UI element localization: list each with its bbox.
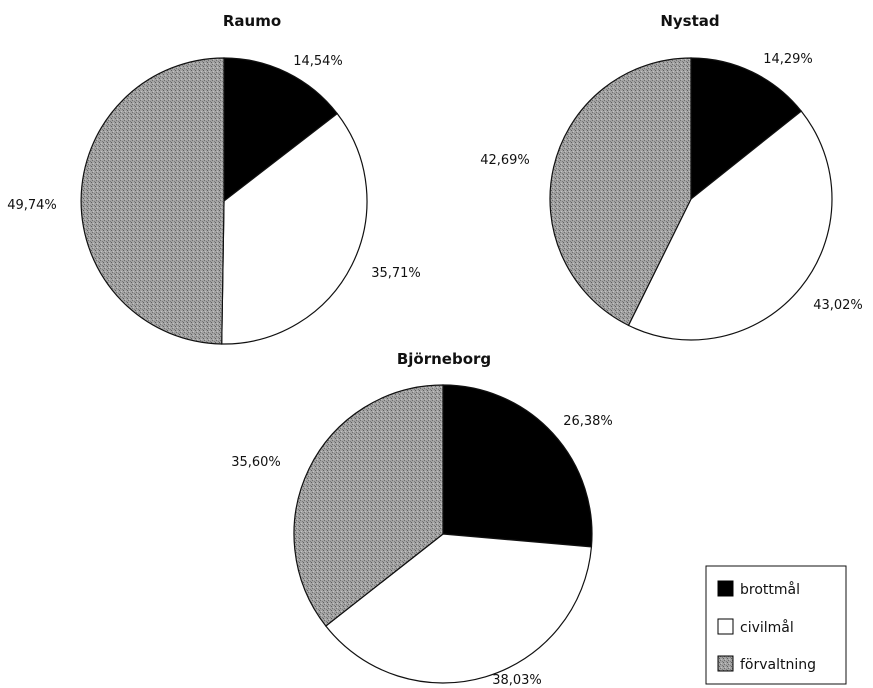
pie-label-nystad-civilmal: 43,02%: [813, 298, 863, 313]
legend-swatch-civilmal: [717, 618, 734, 635]
pie-slice-raumo-forvaltning: [80, 57, 225, 345]
pie-slice-nystad-brottmal: [690, 57, 803, 201]
legend-label-civilmal: civilmål: [740, 619, 794, 636]
pie-raumo: Raumo 14,54% 35,71% 49,74%: [7, 12, 421, 345]
pie-slice-bjorneborg-civilmal: [324, 533, 593, 684]
pie-slice-bjorneborg-brottmal: [442, 384, 593, 548]
pie-bjorneborg: Björneborg 26,38% 38,03% 35,60%: [231, 350, 613, 688]
pie-label-bjorneborg-civilmal: 38,03%: [492, 673, 542, 688]
pie-slice-raumo-civilmal: [221, 112, 368, 345]
pie-title-bjorneborg: Björneborg: [397, 350, 491, 368]
legend-label-forvaltning: förvaltning: [740, 657, 816, 673]
pie-title-raumo: Raumo: [223, 12, 281, 30]
pie-label-bjorneborg-forvaltning: 35,60%: [231, 455, 281, 470]
pie-label-bjorneborg-brottmal: 26,38%: [563, 414, 613, 429]
pie-label-raumo-civilmal: 35,71%: [371, 266, 421, 281]
pie-slice-nystad-forvaltning: [549, 57, 692, 327]
legend-item-civilmal: civilmål: [717, 618, 794, 636]
pie-label-nystad-forvaltning: 42,69%: [480, 153, 530, 168]
legend-item-brottmal: brottmål: [717, 580, 800, 598]
legend-swatch-forvaltning: [717, 655, 734, 672]
pie-label-raumo-forvaltning: 49,74%: [7, 198, 57, 213]
pie-label-nystad-brottmal: 14,29%: [763, 52, 813, 67]
pie-slice-nystad-civilmal: [627, 110, 833, 341]
pie-title-nystad: Nystad: [660, 12, 719, 30]
pie-label-raumo-brottmal: 14,54%: [293, 54, 343, 69]
legend-swatch-brottmal: [717, 580, 734, 597]
legend-label-brottmal: brottmål: [740, 581, 800, 598]
pie-slice-bjorneborg-forvaltning: [293, 384, 444, 627]
legend: brottmål civilmål förvaltning: [705, 565, 847, 685]
legend-item-forvaltning: förvaltning: [717, 655, 816, 673]
pie-nystad: Nystad 14,29% 43,02% 42,69%: [480, 12, 863, 341]
pie-slice-raumo-brottmal: [223, 57, 339, 203]
